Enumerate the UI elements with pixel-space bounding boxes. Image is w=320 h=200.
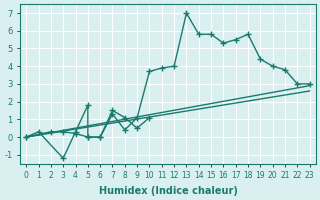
X-axis label: Humidex (Indice chaleur): Humidex (Indice chaleur): [99, 186, 237, 196]
